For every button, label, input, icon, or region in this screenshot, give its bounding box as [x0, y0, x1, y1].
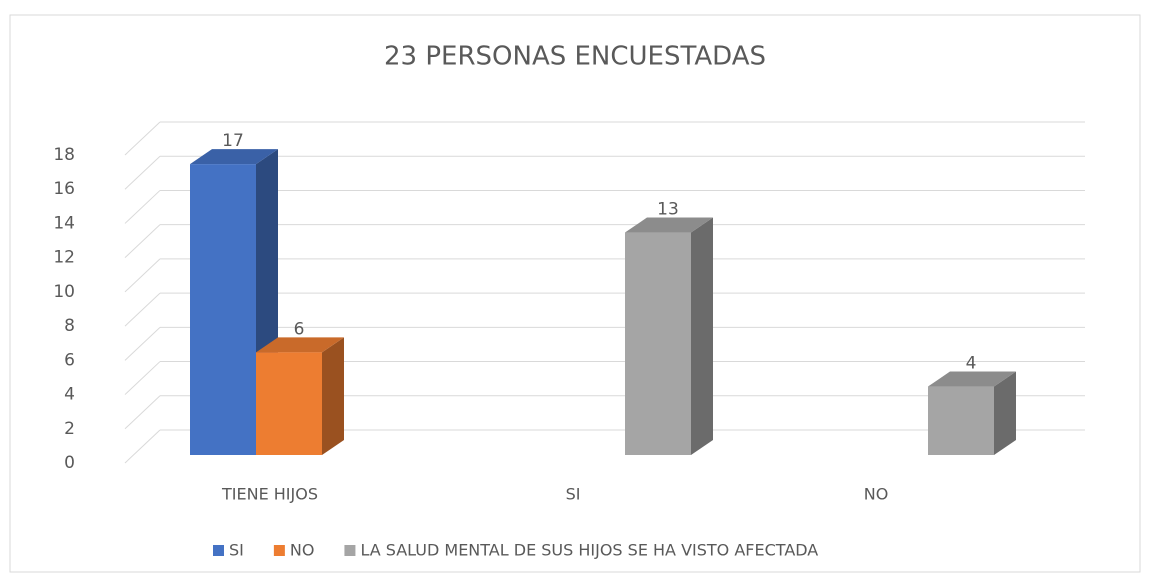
data-label: 17 — [222, 131, 244, 151]
grid-line — [124, 155, 161, 190]
grid-line — [124, 292, 161, 327]
grid-line — [124, 258, 161, 293]
bar — [256, 337, 344, 455]
bar-front — [190, 164, 256, 455]
bar — [625, 217, 713, 455]
grid-line — [124, 326, 161, 361]
y-tick-label: 14 — [53, 213, 75, 233]
legend-swatch — [213, 545, 224, 556]
y-tick-label: 10 — [53, 282, 75, 302]
bar-top — [190, 149, 278, 165]
grid-line — [124, 121, 161, 156]
legend-swatch — [344, 545, 356, 556]
legend-label: NO — [290, 541, 315, 560]
bar — [190, 149, 278, 455]
y-tick-label: 6 — [64, 350, 75, 370]
bar-side — [322, 337, 344, 455]
y-tick-label: 0 — [64, 453, 75, 473]
y-tick-label: 18 — [53, 145, 75, 165]
y-tick-label: 2 — [64, 419, 75, 439]
bar-front — [625, 232, 691, 455]
bar-top — [256, 337, 344, 353]
bar-front — [256, 352, 322, 455]
data-label: 4 — [966, 354, 977, 374]
x-tick-label: TIENE HIJOS — [221, 485, 318, 504]
data-label: 13 — [657, 200, 679, 220]
bar — [928, 371, 1016, 455]
bar-side — [994, 371, 1016, 455]
y-tick-label: 8 — [64, 316, 75, 336]
data-label: 6 — [294, 319, 305, 339]
legend-label: SI — [229, 541, 244, 560]
bar-side — [691, 217, 713, 455]
y-tick-label: 4 — [64, 385, 75, 405]
bar-top — [625, 217, 713, 233]
y-tick-label: 12 — [53, 248, 75, 268]
bar-top — [928, 371, 1016, 387]
bar-front — [928, 386, 994, 455]
legend-swatch — [273, 545, 285, 556]
grid-line — [124, 224, 161, 259]
grid-line — [124, 395, 161, 430]
x-tick-label: SI — [566, 485, 581, 504]
chart-title: 23 PERSONAS ENCUESTADAS — [384, 42, 766, 72]
x-tick-label: NO — [864, 485, 889, 504]
grid-line — [124, 190, 161, 224]
grid-line — [124, 429, 161, 464]
legend-label: LA SALUD MENTAL DE SUS HIJOS SE HA VISTO… — [360, 541, 818, 560]
grid-line — [124, 361, 161, 395]
y-tick-label: 16 — [53, 179, 75, 199]
